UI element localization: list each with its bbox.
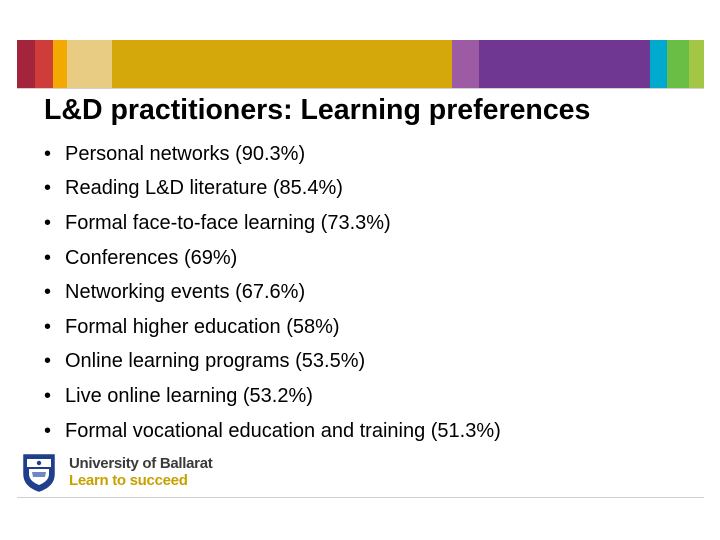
band-segment-orange — [53, 40, 67, 88]
bullet-item: • Personal networks (90.3%) — [44, 137, 501, 172]
bullet-dot: • — [44, 246, 52, 269]
bullet-text: Formal face-to-face learning (73.3%) — [65, 211, 391, 234]
bullet-dot: • — [44, 281, 52, 304]
bullet-dot: • — [44, 142, 52, 165]
bullet-dot: • — [44, 177, 52, 200]
bullet-dot: • — [44, 315, 52, 338]
bullet-text: Conferences (69%) — [65, 246, 238, 269]
header-color-band — [17, 40, 704, 88]
slide-title: L&D practitioners: Learning preferences — [44, 94, 591, 126]
band-segment-green — [667, 40, 689, 88]
bullet-list: • Personal networks (90.3%) • Reading L&D … — [44, 137, 501, 448]
bullet-text: Formal vocational education and training… — [65, 419, 501, 442]
header-divider — [17, 88, 704, 89]
band-segment-lavender — [452, 40, 479, 88]
bullet-item: • Conferences (69%) — [44, 241, 501, 276]
logo-tagline: Learn to succeed — [69, 472, 188, 489]
bullet-item: • Online learning programs (53.5%) — [44, 345, 501, 380]
logo-name: University of Ballarat — [69, 455, 213, 472]
band-segment-sand — [67, 40, 112, 88]
bullet-text: Networking events (67.6%) — [65, 281, 306, 304]
bullet-dot: • — [44, 384, 52, 407]
footer-divider — [17, 497, 704, 498]
band-segment-crimson — [17, 40, 35, 88]
band-segment-red — [35, 40, 53, 88]
band-segment-cyan — [650, 40, 667, 88]
bullet-item: • Formal higher education (58%) — [44, 310, 501, 345]
bullet-text: Reading L&D literature (85.4%) — [65, 177, 343, 200]
bullet-item: • Networking events (67.6%) — [44, 275, 501, 310]
bullet-item: • Live online learning (53.2%) — [44, 379, 501, 414]
bullet-dot: • — [44, 419, 52, 442]
university-crest-icon — [23, 454, 55, 492]
bullet-dot: • — [44, 350, 52, 373]
bullet-text: Formal higher education (58%) — [65, 315, 340, 338]
band-segment-purple — [479, 40, 650, 88]
bullet-text: Personal networks (90.3%) — [65, 142, 306, 165]
bullet-item: • Formal vocational education and trainin… — [44, 414, 501, 449]
bullet-dot: • — [44, 211, 52, 234]
bullet-text: Live online learning (53.2%) — [65, 384, 313, 407]
bullet-text: Online learning programs (53.5%) — [65, 350, 366, 373]
bullet-item: • Reading L&D literature (85.4%) — [44, 172, 501, 207]
band-segment-gold — [112, 40, 452, 88]
bullet-item: • Formal face-to-face learning (73.3%) — [44, 206, 501, 241]
band-segment-lime — [689, 40, 704, 88]
